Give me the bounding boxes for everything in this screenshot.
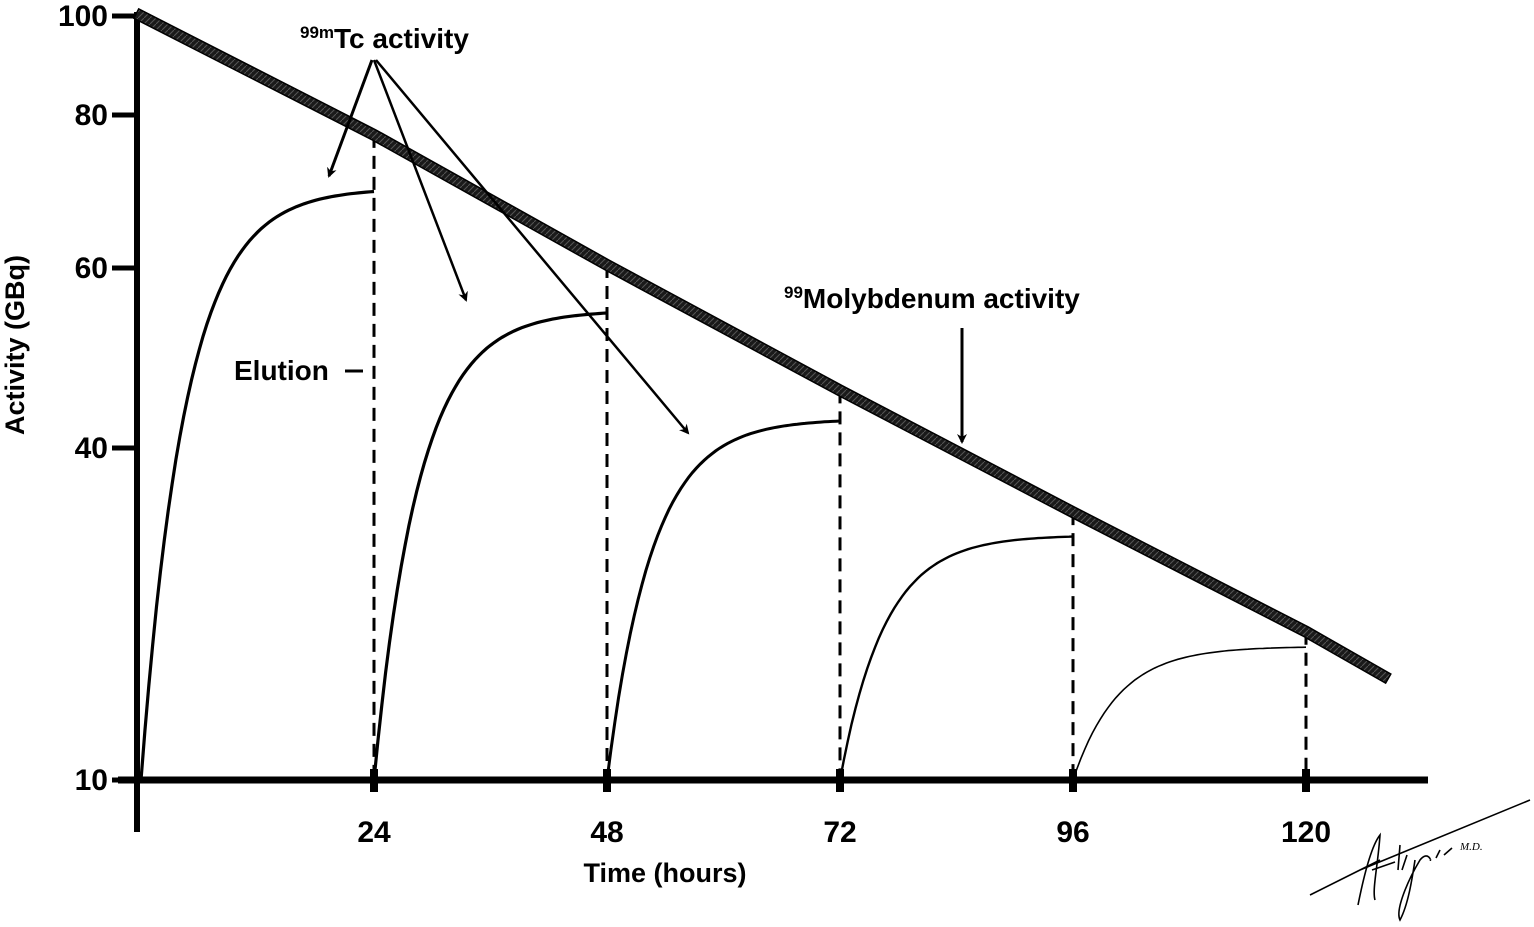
- x-tick-label: 72: [823, 816, 856, 849]
- y-tick-label: 80: [75, 99, 108, 132]
- y-tick-label: 10: [75, 764, 108, 797]
- tc-arrow-1: [327, 59, 374, 178]
- tc-buildup-curve: [139, 189, 375, 781]
- signature: M.D.: [1309, 799, 1531, 922]
- mo-activity-line: [134, 9, 1390, 683]
- tc-arrow-3: [375, 59, 690, 435]
- y-axis-label: Activity (GBq): [0, 255, 30, 435]
- x-tick-label: 96: [1056, 816, 1089, 849]
- tc-buildup-curve: [372, 311, 608, 781]
- y-tick-label: 60: [75, 252, 108, 285]
- y-tick-label: 40: [75, 432, 108, 465]
- tc-buildup-curve: [1072, 646, 1307, 781]
- x-tick-label: 48: [590, 816, 623, 849]
- svg-text:M.D.: M.D.: [1459, 841, 1483, 853]
- x-axis-label: Time (hours): [583, 858, 746, 888]
- tc-buildup-curve: [838, 535, 1074, 781]
- tc-activity-label: 99mTc activity: [300, 23, 469, 54]
- y-tick-label: 100: [58, 0, 108, 33]
- elution-label: Elution: [234, 355, 329, 386]
- tc-buildup-curve: [605, 419, 841, 781]
- tc-arrow-2: [372, 59, 468, 302]
- x-tick-label: 120: [1281, 816, 1331, 849]
- mo-activity-label: 99Molybdenum activity: [784, 283, 1080, 314]
- x-tick-label: 24: [357, 816, 391, 849]
